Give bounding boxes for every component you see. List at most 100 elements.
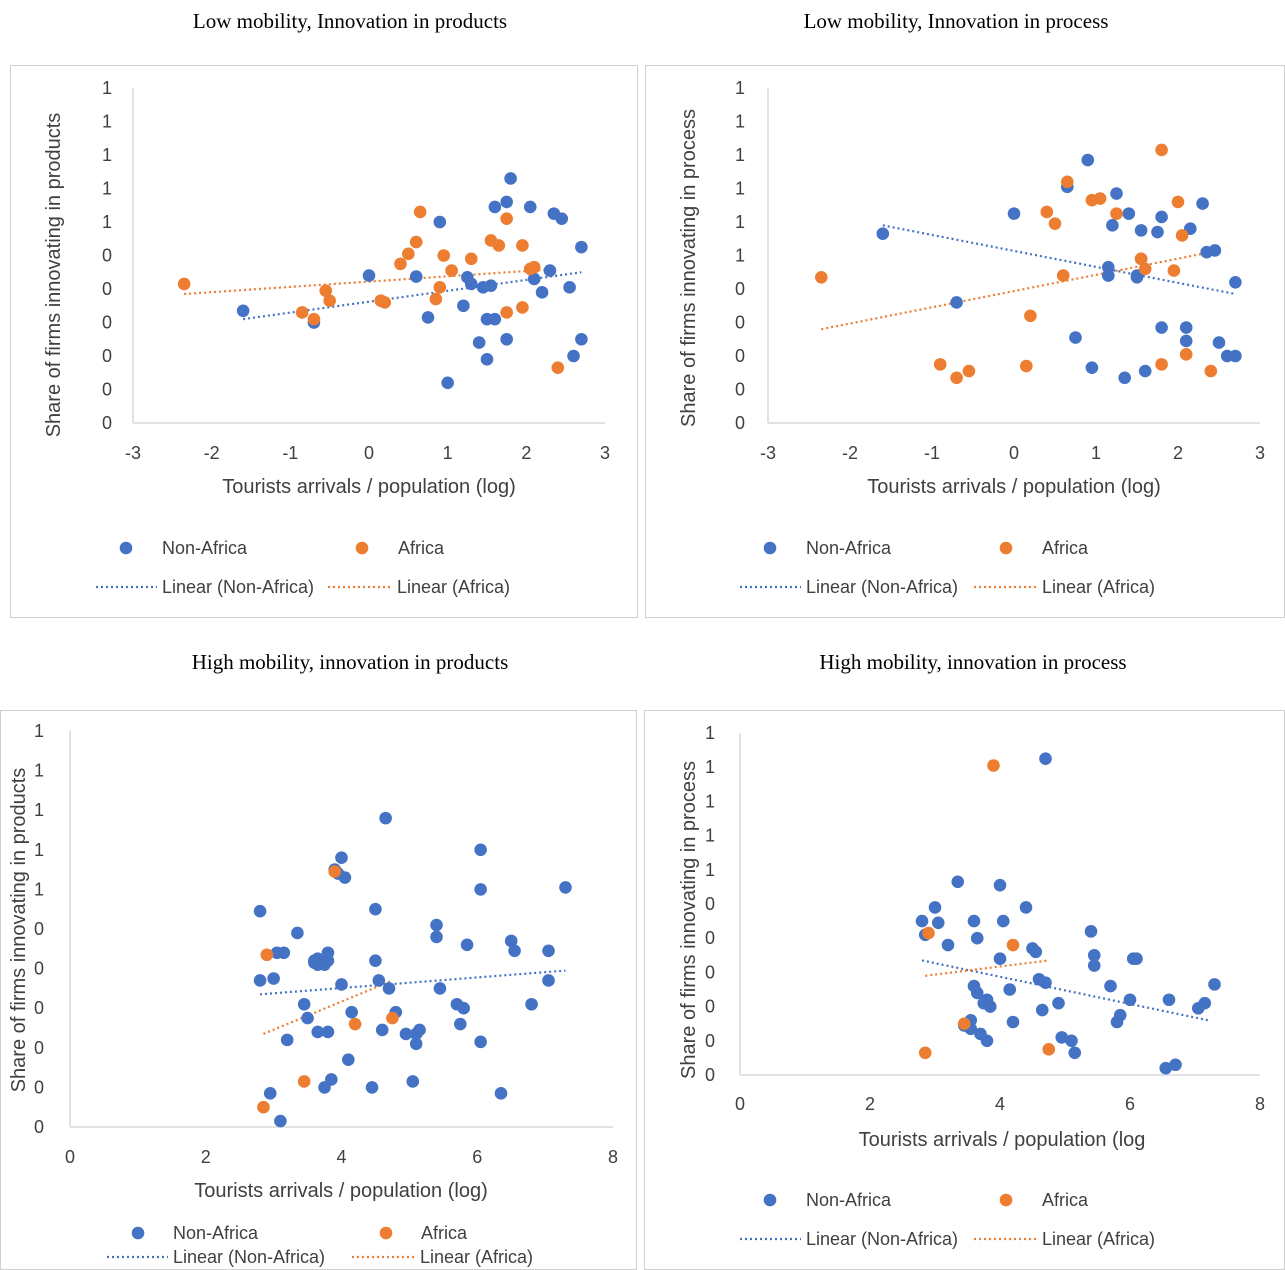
data-point-non-africa (1123, 993, 1137, 1007)
data-point-non-africa (457, 299, 470, 313)
data-point-africa (429, 292, 443, 306)
data-point-africa (1155, 358, 1168, 371)
data-point-africa (437, 249, 451, 262)
data-point-non-africa (430, 918, 443, 932)
data-point-non-africa (1130, 270, 1144, 284)
data-point-non-africa (321, 946, 335, 960)
data-point-non-africa (928, 901, 942, 914)
x-tick-label: 8 (1255, 1094, 1265, 1114)
x-tick-label: 6 (1125, 1094, 1135, 1114)
y-tick-label: 1 (102, 78, 112, 98)
data-point-africa (950, 371, 963, 385)
data-point-non-africa (311, 1025, 325, 1039)
data-point-non-africa (542, 944, 555, 958)
data-point-africa (319, 284, 333, 297)
y-tick-label: 1 (735, 246, 745, 266)
data-point-non-africa (567, 349, 580, 363)
data-point-non-africa (297, 997, 311, 1011)
data-point-africa (815, 270, 828, 284)
data-point-non-africa (335, 978, 348, 991)
data-point-non-africa (318, 1081, 331, 1094)
y-axis-label: Share of firms innovating in process (678, 109, 700, 427)
data-point-non-africa (1229, 276, 1242, 289)
legend-marker-africa (999, 1193, 1013, 1207)
data-point-non-africa (504, 172, 517, 185)
chart-title: Low mobility, Innovation in products (192, 9, 508, 33)
x-tick-label: 4 (336, 1147, 346, 1167)
y-tick-label: 1 (735, 112, 745, 132)
data-point-non-africa (575, 332, 588, 346)
y-tick-label: 0 (34, 998, 44, 1018)
x-axis-label: Tourists arrivals / population (log) (867, 476, 1160, 498)
data-point-non-africa (951, 875, 965, 889)
y-tick-label: 1 (705, 791, 715, 811)
data-point-africa (922, 926, 935, 940)
data-point-non-africa (409, 1037, 423, 1051)
data-point-non-africa (382, 982, 396, 995)
legend-marker-africa (355, 541, 369, 555)
y-tick-label: 0 (705, 928, 715, 948)
legend-marker-non-africa (131, 1226, 145, 1240)
y-tick-label: 0 (705, 962, 715, 982)
data-point-non-africa (559, 881, 572, 894)
y-tick-label: 1 (34, 761, 44, 781)
legend-label-linear-non-africa: Linear (Non-Africa) (806, 577, 958, 597)
data-point-non-africa (1179, 334, 1193, 348)
data-point-non-africa (1130, 952, 1143, 966)
data-point-non-africa (1069, 331, 1082, 344)
data-point-non-africa (409, 270, 423, 283)
data-point-non-africa (1110, 187, 1123, 200)
y-axis-label: Share of firms innovating in products (8, 768, 30, 1093)
data-point-africa (516, 239, 529, 252)
data-point-non-africa (441, 376, 454, 390)
y-tick-label: 0 (102, 413, 112, 433)
data-point-non-africa (1113, 1008, 1127, 1022)
y-tick-label: 0 (102, 279, 112, 299)
data-point-non-africa (1118, 371, 1131, 385)
data-point-africa (1179, 348, 1193, 361)
data-point-non-africa (1106, 219, 1119, 232)
data-point-non-africa (1007, 207, 1021, 220)
data-point-africa (433, 281, 447, 294)
data-point-non-africa (280, 1033, 294, 1047)
data-point-non-africa (915, 914, 929, 928)
x-tick-label: -1 (282, 443, 298, 463)
x-tick-label: 0 (65, 1147, 75, 1167)
x-tick-label: 3 (600, 443, 610, 463)
data-point-africa (500, 212, 513, 225)
y-tick-label: 1 (705, 860, 715, 880)
data-point-non-africa (500, 332, 513, 346)
data-point-africa (1048, 217, 1062, 230)
legend-label-africa: Africa (421, 1223, 468, 1243)
x-tick-label: 3 (1255, 443, 1265, 463)
x-tick-label: -1 (924, 443, 940, 463)
data-point-non-africa (1085, 361, 1099, 375)
x-tick-label: 2 (1173, 443, 1183, 463)
data-point-non-africa (1084, 925, 1098, 938)
data-point-non-africa (1179, 321, 1193, 334)
data-point-non-africa (484, 279, 498, 292)
data-point-non-africa (523, 200, 537, 214)
data-point-africa (402, 247, 415, 261)
data-point-non-africa (494, 1087, 508, 1100)
data-point-africa (1042, 1043, 1056, 1056)
data-point-non-africa (575, 240, 588, 254)
data-point-africa (1134, 252, 1148, 266)
data-point-non-africa (1087, 959, 1101, 972)
x-tick-label: 2 (201, 1147, 211, 1167)
data-point-africa (1175, 229, 1189, 242)
data-point-non-africa (421, 311, 435, 324)
data-point-non-africa (236, 304, 250, 318)
legend-label-linear-africa: Linear (Africa) (397, 577, 510, 597)
data-point-africa (492, 239, 506, 252)
data-point-non-africa (931, 916, 945, 930)
data-point-non-africa (967, 914, 981, 928)
data-point-non-africa (1055, 1031, 1069, 1044)
y-tick-label: 1 (102, 145, 112, 165)
trendline-africa (925, 959, 1049, 977)
chart-title: Low mobility, Innovation in process (803, 9, 1109, 33)
data-point-non-africa (274, 1114, 287, 1128)
legend-label-linear-non-africa: Linear (Non-Africa) (162, 577, 314, 597)
data-point-non-africa (876, 227, 890, 241)
data-point-africa (957, 1017, 971, 1030)
